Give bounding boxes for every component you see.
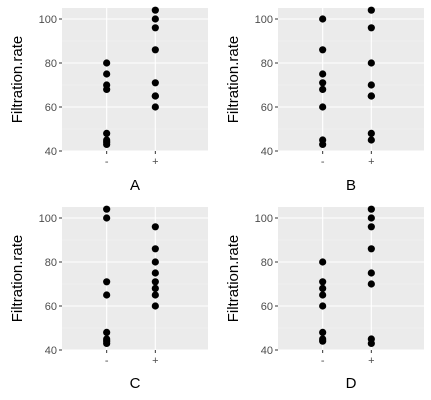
panel-c: 40 60 80 100 - + Filtration.rate C [9,205,208,392]
data-point [367,59,375,67]
data-point [319,70,327,78]
data-point [367,205,375,213]
x-tick-label: - [321,355,325,367]
data-point [319,85,327,93]
y-tick-label: 40 [261,146,273,158]
y-tick-label: 60 [261,102,273,114]
data-point [319,140,327,148]
y-axis-title: Filtration.rate [9,36,26,124]
data-point [103,59,111,67]
data-point [367,269,375,277]
x-tick-label: + [368,156,374,168]
data-point [319,103,327,111]
data-point [367,129,375,137]
data-point [103,85,111,93]
data-point [367,339,375,347]
y-axis-title: Filtration.rate [225,36,242,124]
panel-background [62,207,208,350]
panel-background [278,207,424,350]
data-point [319,258,327,266]
y-tick-label: 100 [39,14,57,26]
data-point [151,103,159,111]
data-point [151,302,159,310]
data-point [151,223,159,231]
y-tick-label: 60 [261,301,273,313]
data-point [367,245,375,253]
data-point [319,302,327,310]
y-axis-title: Filtration.rate [225,235,242,323]
data-point [319,79,327,87]
data-point [367,24,375,32]
panel-a: 40 60 80 100 - + Filtration.rate A [9,6,208,194]
data-point [367,280,375,288]
panel-background [278,8,424,151]
data-point [151,291,159,299]
y-tick-label: 80 [261,257,273,269]
y-tick-label: 40 [45,345,57,357]
data-point [319,46,327,54]
data-point [151,284,159,292]
data-point [319,15,327,23]
data-point [151,258,159,266]
x-axis-title: D [346,375,357,392]
data-point [103,205,111,213]
data-point [151,269,159,277]
data-point [103,278,111,286]
data-point [367,223,375,231]
y-tick-label: 80 [261,58,273,70]
data-point [151,46,159,54]
y-tick-label: 80 [45,257,57,269]
x-tick-label: + [152,355,158,367]
x-axis-title: C [130,375,141,392]
y-tick-label: 60 [45,102,57,114]
data-point [319,328,327,336]
data-point [367,6,375,14]
x-tick-label: + [368,355,374,367]
panel-d: 40 60 80 100 - + Filtration.rate D [225,205,424,392]
data-point [367,81,375,89]
y-tick-label: 60 [45,301,57,313]
data-point [103,140,111,148]
data-point [367,92,375,100]
data-point [103,291,111,299]
x-axis-title: B [346,177,356,194]
y-tick-label: 100 [255,14,273,26]
data-point [103,70,111,78]
data-point [103,339,111,347]
data-point [319,291,327,299]
x-tick-label: - [105,355,109,367]
data-point [151,24,159,32]
data-point [367,136,375,144]
y-tick-label: 80 [45,58,57,70]
data-point [151,92,159,100]
panel-b: 40 60 80 100 - + Filtration.rate B [225,6,424,194]
data-point [151,245,159,253]
y-tick-label: 40 [261,345,273,357]
x-tick-label: - [105,156,109,168]
data-point [103,328,111,336]
data-point [319,278,327,286]
data-point [103,129,111,137]
data-point [151,6,159,14]
x-tick-label: - [321,156,325,168]
panel-background [62,8,208,151]
data-point [151,278,159,286]
data-point [319,337,327,345]
data-point [367,214,375,222]
data-point [103,214,111,222]
data-point [151,79,159,87]
y-axis-title: Filtration.rate [9,235,26,323]
y-tick-label: 40 [45,146,57,158]
x-tick-label: + [152,156,158,168]
y-tick-label: 100 [39,213,57,225]
data-point [151,15,159,23]
x-axis-title: A [130,177,140,194]
y-tick-label: 100 [255,213,273,225]
data-point [319,284,327,292]
